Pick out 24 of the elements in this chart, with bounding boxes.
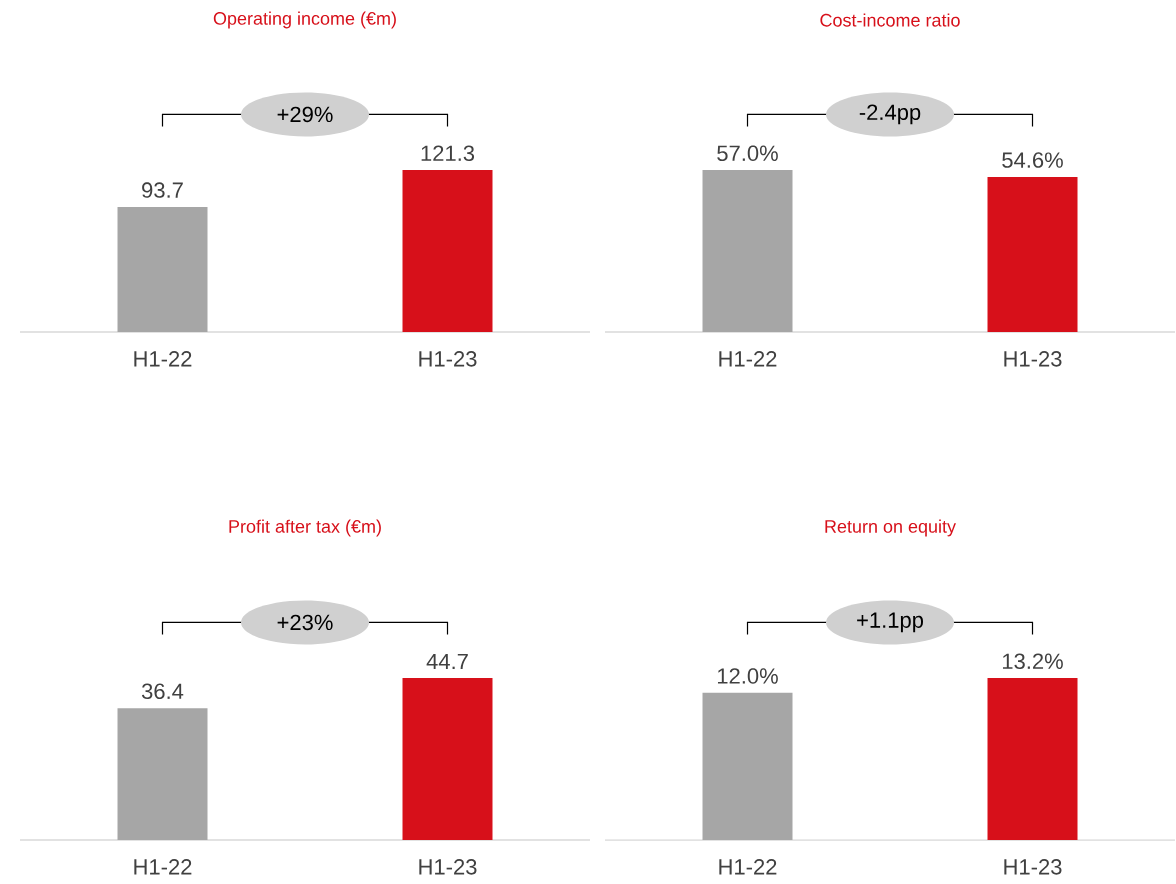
- x-tick-label: H1-22: [719, 351, 777, 367]
- data-label: 54.6%: [1002, 152, 1063, 168]
- text: -2.4pp: [859, 104, 921, 125]
- data-label: 93.7: [142, 182, 183, 198]
- x-tick-label: H1-23: [419, 351, 477, 367]
- chart-title: Cost-income ratio: [820, 13, 960, 27]
- data-label: 13.2%: [1002, 653, 1063, 670]
- text: +29%: [277, 106, 333, 123]
- chart-title: Operating income (€m): [213, 11, 396, 29]
- x-tick-label: H1-23: [1004, 859, 1062, 875]
- text: +23%: [277, 614, 333, 631]
- data-label: 57.0%: [717, 145, 778, 162]
- data-label: 44.7: [426, 653, 468, 670]
- chart-title: Profit after tax (€m): [229, 519, 381, 537]
- data-label: 121.3: [421, 145, 475, 162]
- x-tick-label: H1-22: [134, 351, 192, 367]
- chart-title: Return on equity: [825, 519, 956, 537]
- x-tick-label: H1-22: [134, 859, 192, 875]
- text: +1.1pp: [857, 612, 924, 633]
- data-label: 12.0%: [717, 668, 778, 684]
- x-tick-label: H1-23: [1004, 351, 1062, 367]
- x-tick-label: H1-23: [419, 859, 477, 875]
- x-tick-label: H1-22: [719, 859, 777, 875]
- data-label: 36.4: [141, 683, 184, 700]
